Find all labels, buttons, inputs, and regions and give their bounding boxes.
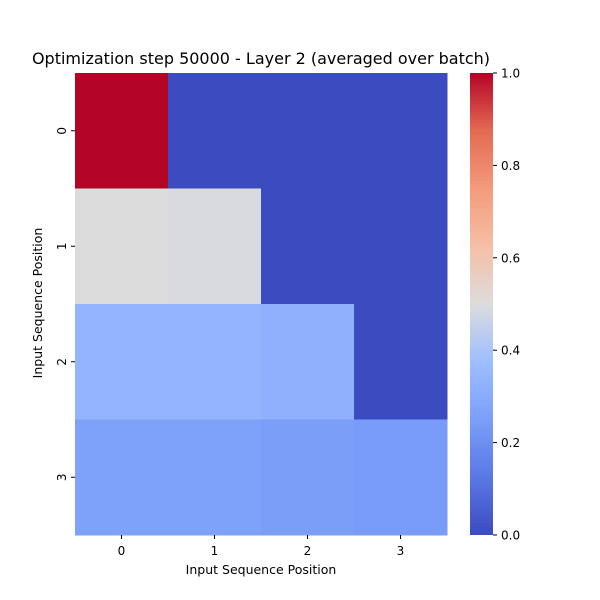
colorbar-tick-label: 0.6	[501, 251, 520, 265]
heatmap-cell	[354, 304, 448, 420]
y-axis-label: Input Sequence Position	[30, 228, 45, 379]
heatmap-cell	[168, 73, 262, 189]
y-tick-label: 1	[55, 242, 69, 250]
colorbar-ticks: 0.0 0.2 0.4 0.6 0.8 1.0	[493, 67, 520, 543]
x-tick-label: 0	[118, 544, 126, 558]
y-tick-label: 3	[55, 473, 69, 481]
heatmap-cell	[75, 419, 169, 536]
heatmap-cell	[75, 188, 169, 305]
heatmap-cell	[261, 419, 355, 536]
heatmap-cell	[354, 188, 448, 305]
heatmap-cell	[354, 419, 448, 536]
y-axis-ticks: 0 1 2 3	[55, 127, 75, 481]
x-tick-label: 1	[211, 544, 219, 558]
x-tick-label: 3	[397, 544, 405, 558]
y-tick-label: 0	[55, 127, 69, 135]
colorbar-tick-label: 0.0	[501, 529, 520, 543]
heatmap-cell	[354, 73, 448, 189]
colorbar-tick-label: 0.8	[501, 159, 520, 173]
y-tick-label: 2	[55, 358, 69, 366]
heatmap-cell	[168, 304, 262, 420]
x-axis-label: Input Sequence Position	[186, 562, 337, 577]
colorbar	[470, 73, 493, 535]
colorbar-tick-label: 0.4	[501, 344, 520, 358]
x-tick-label: 2	[304, 544, 312, 558]
heatmap-cells	[75, 73, 448, 536]
heatmap-cell	[261, 304, 355, 420]
heatmap-cell	[168, 419, 262, 536]
chart-title: Optimization step 50000 - Layer 2 (avera…	[32, 49, 490, 68]
colorbar-tick-label: 0.2	[501, 436, 520, 450]
heatmap-cell	[75, 304, 169, 420]
heatmap-cell	[261, 73, 355, 189]
colorbar-tick-label: 1.0	[501, 67, 520, 81]
heatmap-cell	[168, 188, 262, 305]
heatmap-cell	[75, 73, 169, 189]
x-axis-ticks: 0 1 2 3	[118, 535, 405, 558]
heatmap-cell	[261, 188, 355, 305]
